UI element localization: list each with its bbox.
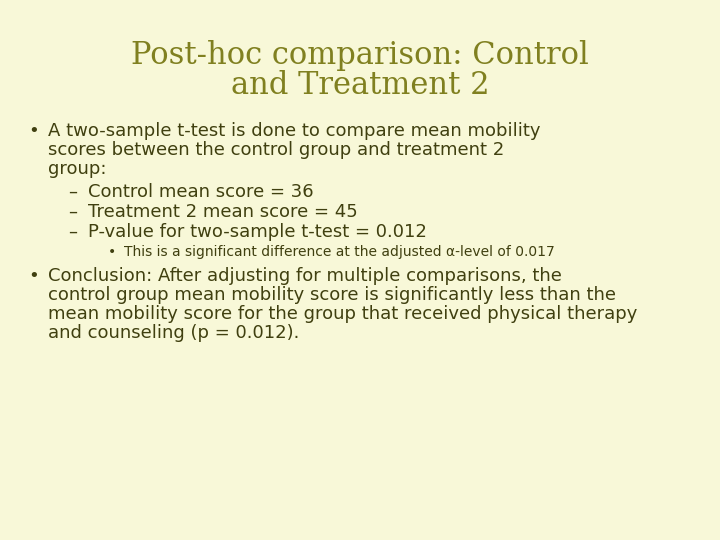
Text: and Treatment 2: and Treatment 2: [230, 70, 490, 101]
Text: Post-hoc comparison: Control: Post-hoc comparison: Control: [131, 40, 589, 71]
Text: and counseling (p = 0.012).: and counseling (p = 0.012).: [48, 324, 300, 342]
Text: This is a significant difference at the adjusted α-level of 0.017: This is a significant difference at the …: [124, 245, 554, 259]
Text: –: –: [68, 183, 77, 201]
Text: •: •: [28, 267, 39, 285]
Text: Control mean score = 36: Control mean score = 36: [88, 183, 314, 201]
Text: control group mean mobility score is significantly less than the: control group mean mobility score is sig…: [48, 286, 616, 304]
Text: –: –: [68, 223, 77, 241]
Text: P-value for two-sample t-test = 0.012: P-value for two-sample t-test = 0.012: [88, 223, 427, 241]
Text: group:: group:: [48, 160, 107, 178]
Text: –: –: [68, 203, 77, 221]
Text: •: •: [28, 122, 39, 140]
Text: •: •: [108, 245, 116, 259]
Text: Treatment 2 mean score = 45: Treatment 2 mean score = 45: [88, 203, 358, 221]
Text: scores between the control group and treatment 2: scores between the control group and tre…: [48, 141, 504, 159]
Text: mean mobility score for the group that received physical therapy: mean mobility score for the group that r…: [48, 305, 637, 323]
Text: A two-sample t-test is done to compare mean mobility: A two-sample t-test is done to compare m…: [48, 122, 541, 140]
Text: Conclusion: After adjusting for multiple comparisons, the: Conclusion: After adjusting for multiple…: [48, 267, 562, 285]
